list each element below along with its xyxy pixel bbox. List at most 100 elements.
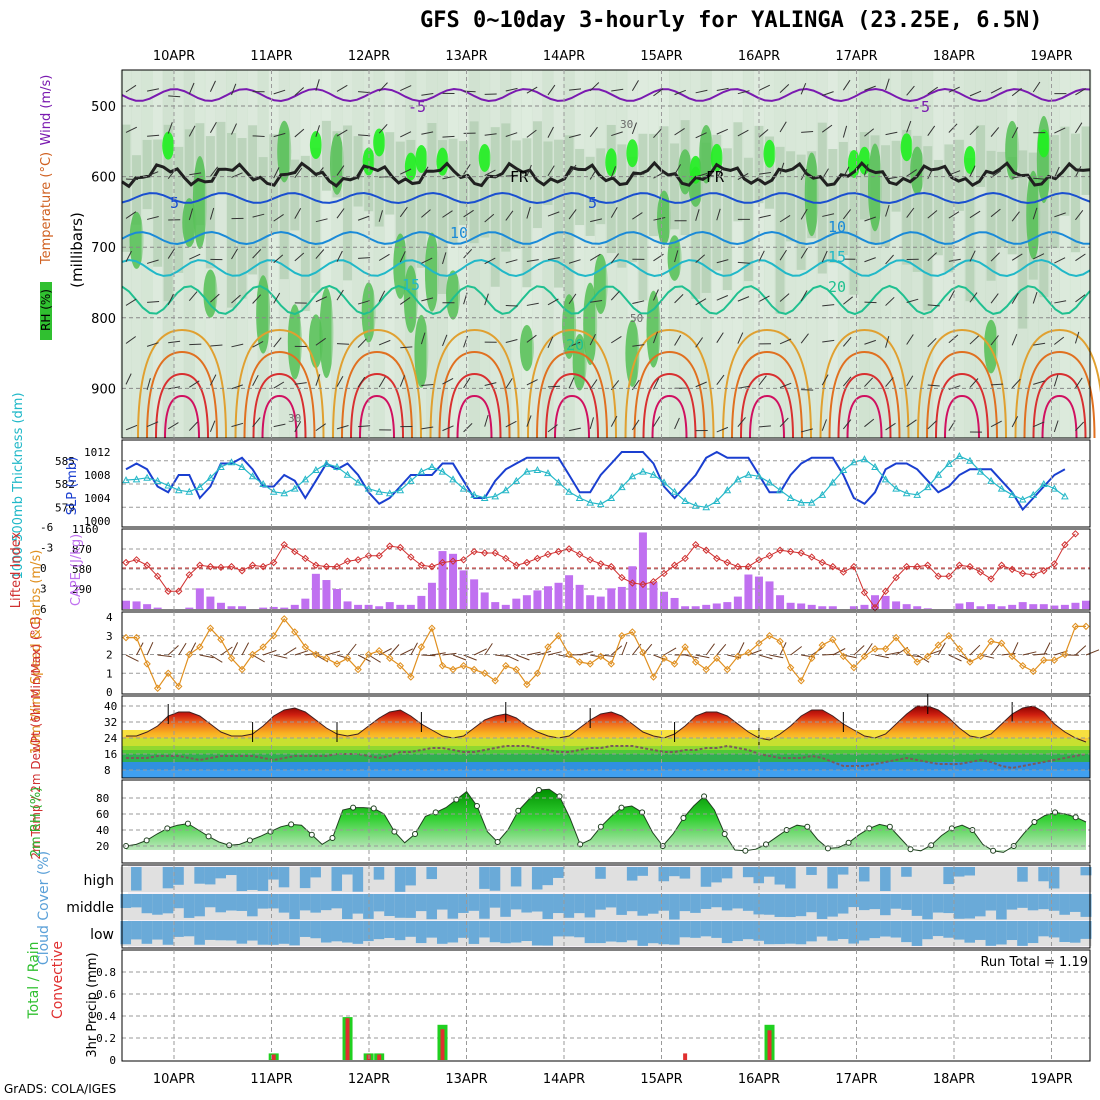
- cape-bar: [860, 604, 869, 609]
- isotherm-20: [121, 284, 1091, 316]
- wind-barb: [505, 174, 518, 177]
- wind-speed-marker: [892, 633, 900, 642]
- cloud-cell: [1038, 867, 1050, 882]
- wind-barb: [758, 375, 767, 386]
- wind-speed-marker: [280, 615, 288, 623]
- wind-barb: [906, 85, 915, 96]
- temperature-axis-label: 2m Temp / 2m DewPt (6hr Min/Max) (°C): [29, 616, 43, 859]
- cloud-cell-bg: [447, 867, 459, 892]
- precip-tick-label: 0.2: [96, 1032, 116, 1045]
- rh-band: [976, 125, 986, 187]
- wind-barb: [125, 424, 138, 431]
- cloud-cell: [299, 867, 311, 889]
- isotherm-arch: [1041, 394, 1078, 439]
- rh-band: [691, 158, 701, 299]
- wind-barb: [1011, 378, 1021, 389]
- wind-barb: [505, 259, 518, 264]
- cloud-cell: [1006, 921, 1018, 941]
- wind-speed-marker: [744, 648, 753, 657]
- wind-barb: [484, 213, 495, 223]
- wind-barb: [210, 654, 223, 663]
- wind-barb: [990, 87, 1002, 94]
- rh-band: [403, 265, 418, 333]
- thickness-marker: [196, 483, 204, 491]
- wind-barb: [231, 422, 244, 428]
- thickness-marker: [533, 466, 542, 474]
- cloud-cell: [795, 894, 807, 917]
- wind-speed-marker: [860, 652, 869, 661]
- wind-barb: [168, 95, 181, 98]
- wind-barb: [927, 420, 937, 430]
- thickness-marker: [333, 462, 341, 470]
- cloud-cell: [816, 921, 828, 937]
- wind-speed-marker: [786, 663, 795, 672]
- wind-barb: [821, 124, 833, 133]
- cloud-cell: [574, 894, 586, 914]
- cape-bar: [491, 602, 500, 609]
- rh-band: [849, 150, 859, 295]
- cloud-row-label: high: [83, 873, 114, 889]
- wind-barb: [737, 261, 750, 264]
- cloud-cell: [869, 894, 881, 910]
- li-marker: [375, 551, 383, 560]
- cloud-cell-bg: [384, 867, 396, 892]
- wind-barb: [547, 211, 560, 217]
- cloud-cell-bg: [320, 867, 332, 892]
- cape-bar: [185, 607, 194, 609]
- top-day-label: 18APR: [933, 49, 975, 64]
- wind-barb: [589, 168, 597, 180]
- wind-barb: [357, 338, 367, 348]
- wind-barb: [526, 86, 538, 94]
- cloud-cell: [225, 921, 237, 941]
- cloud-cell: [880, 867, 892, 892]
- cloud-cell: [447, 894, 459, 919]
- cloud-cell: [531, 894, 543, 912]
- wind-barb: [273, 423, 286, 428]
- rh-band: [638, 133, 648, 301]
- rh-band: [859, 132, 869, 220]
- rh-legend-label: RH (%): [39, 289, 53, 331]
- temperature-contour-label: 10: [450, 224, 468, 242]
- wind-speed-marker: [312, 650, 320, 659]
- thickness-marker: [301, 475, 310, 483]
- cape-bar: [797, 603, 806, 609]
- wind-barb: [948, 258, 961, 262]
- rh-band: [162, 131, 175, 160]
- cape-bar: [438, 551, 447, 609]
- cloud-cell: [310, 894, 322, 913]
- wind-barb: [505, 378, 513, 389]
- wind-speed-marker: [248, 650, 257, 659]
- cloud-cell: [647, 921, 659, 944]
- rh-band: [436, 147, 449, 176]
- cloud-cell: [204, 894, 216, 908]
- thickness-marker: [480, 493, 489, 501]
- cloud-cell: [120, 921, 132, 945]
- cloud-cell-bg: [890, 867, 902, 892]
- li-marker: [291, 547, 299, 556]
- cape-bar: [997, 606, 1006, 609]
- cloud-cell: [953, 867, 965, 877]
- wind-barb: [315, 374, 321, 386]
- temperature-contour-label: -5: [408, 98, 426, 116]
- wind-barb: [769, 654, 784, 659]
- wind-barb: [589, 417, 594, 430]
- top-day-label: 13APR: [445, 49, 487, 64]
- wind-speed-marker: [734, 652, 742, 661]
- wind-speed-marker: [881, 645, 890, 653]
- wind-barb: [821, 168, 829, 180]
- cloud-cell: [658, 894, 670, 911]
- isotherm-arch: [944, 394, 980, 439]
- pressure-axis-label: (millibars): [68, 212, 86, 288]
- cloud-cell: [204, 867, 216, 885]
- wind-speed-marker: [628, 628, 637, 636]
- cloud-axis-label: Cloud Cover (%): [36, 851, 52, 965]
- wind-barb: [758, 214, 771, 219]
- li-marker: [459, 556, 468, 564]
- wind-barb: [1022, 651, 1037, 656]
- wind-barb: [146, 378, 151, 391]
- li-marker: [417, 561, 426, 569]
- wind-barb: [357, 168, 364, 180]
- cloud-cell: [289, 921, 301, 946]
- rh-band: [184, 129, 194, 243]
- wind-barb: [442, 135, 455, 138]
